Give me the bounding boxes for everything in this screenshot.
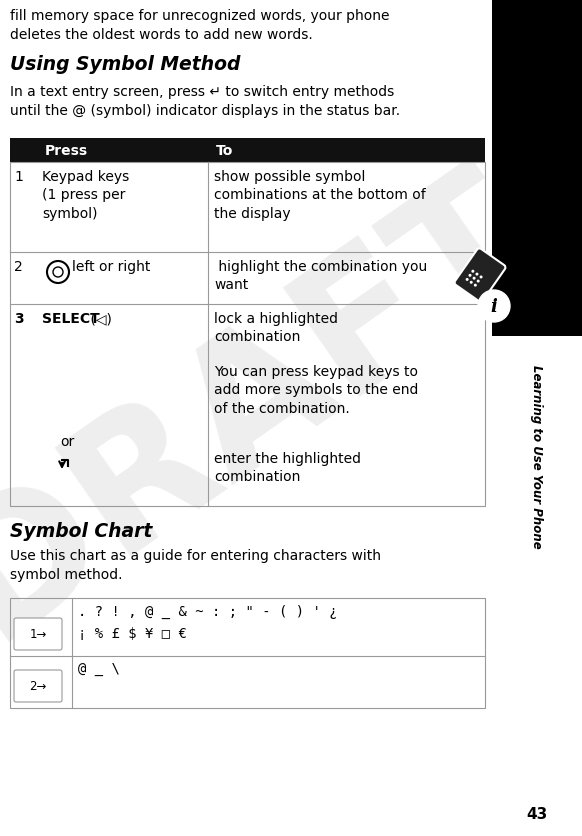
Text: show possible symbol
combinations at the bottom of
the display: show possible symbol combinations at the… [214, 170, 426, 221]
Text: Symbol Chart: Symbol Chart [10, 522, 152, 540]
Text: SELECT: SELECT [42, 312, 100, 325]
Text: 1→: 1→ [29, 628, 47, 640]
Text: Learning to Use Your Phone: Learning to Use Your Phone [531, 364, 544, 548]
Circle shape [470, 282, 473, 284]
Text: ¡ % £ $ ¥ □ €: ¡ % £ $ ¥ □ € [78, 626, 187, 640]
Circle shape [473, 278, 475, 280]
Circle shape [480, 276, 482, 279]
Text: Press: Press [45, 144, 88, 158]
Circle shape [478, 291, 510, 323]
Circle shape [469, 274, 471, 278]
Text: You can press keypad keys to
add more symbols to the end
of the combination.: You can press keypad keys to add more sy… [214, 364, 418, 415]
Text: Keypad keys
(1 press per
symbol): Keypad keys (1 press per symbol) [42, 170, 129, 221]
Text: lock a highlighted
combination: lock a highlighted combination [214, 312, 338, 344]
Text: 1: 1 [14, 170, 23, 184]
Text: left or right: left or right [72, 260, 150, 273]
Text: Use this chart as a guide for entering characters with
symbol method.: Use this chart as a guide for entering c… [10, 548, 381, 581]
Text: 2: 2 [14, 260, 23, 273]
Text: @ _ \: @ _ \ [78, 661, 120, 675]
Circle shape [475, 273, 478, 276]
Text: (◁): (◁) [86, 312, 112, 325]
Circle shape [474, 284, 477, 288]
Bar [492, 0, 582, 337]
Bar [10, 139, 485, 163]
Text: . ? ! , @ _ & ~ : ; " - ( ) ' ¿: . ? ! , @ _ & ~ : ; " - ( ) ' ¿ [78, 604, 338, 619]
Text: enter the highlighted
combination: enter the highlighted combination [214, 451, 361, 484]
Bar [10, 163, 485, 507]
Text: fill memory space for unrecognized words, your phone
deletes the oldest words to: fill memory space for unrecognized words… [10, 9, 389, 42]
Bar [10, 599, 485, 708]
Circle shape [466, 278, 469, 282]
Text: highlight the combination you
want: highlight the combination you want [214, 260, 427, 292]
Text: i: i [491, 298, 498, 316]
FancyBboxPatch shape [14, 670, 62, 702]
Text: To: To [216, 144, 233, 158]
Text: 43: 43 [526, 807, 548, 822]
FancyBboxPatch shape [14, 619, 62, 650]
Text: 3: 3 [14, 312, 24, 325]
Text: DRAFT: DRAFT [0, 141, 567, 672]
Text: In a text entry screen, press ↵ to switch entry methods
until the @ (symbol) ind: In a text entry screen, press ↵ to switc… [10, 85, 400, 118]
FancyBboxPatch shape [455, 249, 506, 303]
Circle shape [471, 270, 474, 273]
Text: Using Symbol Method: Using Symbol Method [10, 55, 240, 74]
Text: or: or [60, 435, 74, 448]
Circle shape [477, 280, 480, 283]
Text: 2→: 2→ [29, 680, 47, 693]
